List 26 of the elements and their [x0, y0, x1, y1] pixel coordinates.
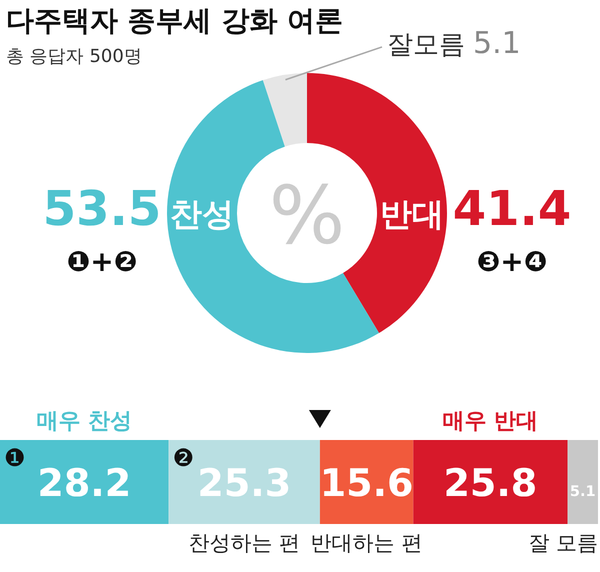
series-label: 매우 반대: [442, 409, 538, 434]
data-label: 53.5: [42, 181, 162, 237]
series-label: 찬성하는 편: [188, 531, 300, 555]
chart-title: 다주택자 종부세 강화 여론: [6, 4, 344, 37]
series-label: 매우 찬성: [36, 409, 132, 434]
text: ❶+❷: [66, 245, 138, 278]
slice-label: 잘모름: [387, 30, 465, 60]
data-label: 15.6: [320, 461, 414, 505]
data-label: 5.1: [473, 26, 521, 61]
series-label: 반대하는 편: [310, 531, 422, 555]
data-label: 41.4: [452, 181, 572, 237]
series-label: 잘 모름: [528, 531, 598, 555]
annotation: ❶: [4, 444, 26, 472]
data-label: 28.2: [37, 461, 132, 505]
data-label: 25.3: [197, 461, 292, 505]
bar: [413, 440, 568, 524]
text: 총 응답자 500명: [6, 46, 142, 67]
slice-label: 찬성: [170, 195, 234, 233]
bar: [568, 440, 598, 524]
text: %: [268, 169, 346, 262]
annotation: ❷: [172, 444, 194, 472]
donut-slice: [262, 73, 307, 147]
data-label: 25.8: [443, 461, 538, 505]
text: ❸+❹: [476, 245, 548, 278]
slice-label: 반대: [380, 195, 444, 233]
donut-slice: [167, 80, 380, 353]
